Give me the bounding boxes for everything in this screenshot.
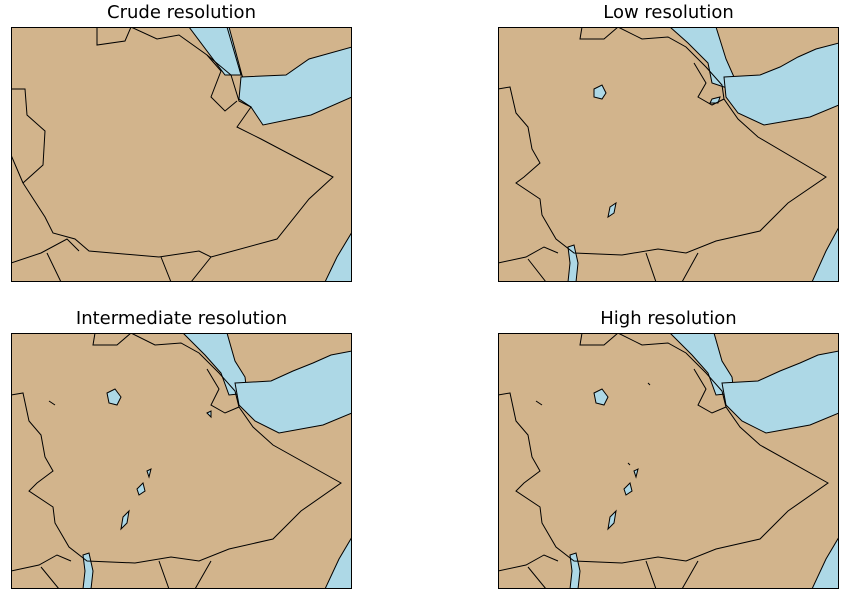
map-low	[498, 27, 839, 282]
panel-title: Intermediate resolution	[75, 308, 288, 329]
indian-ocean	[811, 226, 839, 282]
borders	[498, 27, 827, 282]
lake-turkana	[567, 244, 579, 282]
map-panel-crude: Crude resolution	[11, 2, 352, 282]
rift-lake	[136, 482, 146, 496]
lake-tana	[593, 388, 609, 406]
map-crude	[11, 27, 352, 282]
borders	[11, 27, 334, 282]
map-frame	[498, 333, 839, 589]
gulf-of-aden	[234, 350, 352, 434]
gulf-of-aden	[723, 42, 839, 126]
lake-turkana	[82, 552, 94, 589]
rift-lake	[146, 468, 152, 479]
rift-lake	[607, 509, 617, 531]
map-panel-high: High resolution	[498, 308, 839, 589]
map-panel-intermediate: Intermediate resolution	[11, 308, 352, 589]
map-frame	[11, 27, 352, 282]
map-panel-low: Low resolution	[498, 2, 839, 282]
lake-turkana	[569, 552, 581, 589]
rift-lake	[623, 482, 633, 496]
borders	[11, 333, 342, 589]
rift-lake	[607, 201, 617, 219]
indian-ocean	[811, 536, 839, 589]
map-frame	[11, 333, 352, 589]
rift-lake	[633, 468, 639, 479]
lake-tana	[593, 84, 607, 100]
map-frame	[498, 27, 839, 282]
map-high	[498, 333, 839, 589]
indian-ocean	[324, 536, 352, 589]
map-intermediate	[11, 333, 352, 589]
panel-title: Crude resolution	[107, 2, 256, 23]
borders	[498, 333, 829, 589]
panel-title: Low resolution	[603, 2, 734, 23]
gulf-of-aden	[721, 350, 839, 434]
indian-ocean	[324, 231, 352, 282]
panel-title: High resolution	[600, 308, 737, 329]
rift-lake	[120, 509, 130, 531]
lake-tana	[106, 388, 122, 406]
gulf-of-aden	[238, 46, 352, 126]
